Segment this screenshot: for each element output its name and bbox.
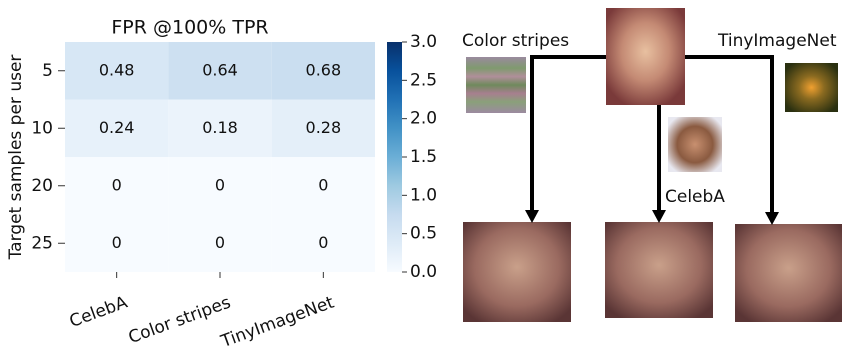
- chart-title: FPR @100% TPR: [111, 17, 268, 39]
- cell-label: 0.28: [306, 118, 342, 137]
- y-tick-label: 25: [31, 233, 53, 253]
- cell: [65, 99, 169, 157]
- cell-label: 0: [318, 175, 328, 194]
- cell-label: 0.68: [306, 60, 342, 79]
- cell-label: 0: [215, 175, 225, 194]
- cell-label: 0.48: [99, 60, 135, 79]
- colorbar-tick-label: 1.5: [410, 147, 437, 167]
- arrow: [685, 55, 774, 212]
- arrowheads: [525, 210, 779, 225]
- diagram-label: CelebA: [665, 187, 725, 207]
- cell: [65, 214, 169, 272]
- cell-label: 0.24: [99, 118, 135, 137]
- colorbar-tick-label: 0.0: [410, 262, 437, 282]
- colorbar-tick-label: 3.0: [410, 32, 437, 52]
- cell-label: 0: [318, 233, 328, 252]
- colorbar-tick-label: 0.5: [410, 224, 437, 244]
- colorbar-tick-label: 2.5: [410, 70, 437, 90]
- cell: [271, 99, 375, 157]
- image: [466, 57, 526, 113]
- image: [735, 224, 842, 322]
- cell: [271, 157, 375, 215]
- cell-label: 0: [215, 233, 225, 252]
- y-tick-label: 20: [31, 176, 53, 196]
- cell-label: 0: [112, 233, 122, 252]
- heatmap: [65, 42, 375, 272]
- image: [785, 63, 838, 112]
- cell: [65, 157, 169, 215]
- cell: [271, 42, 375, 100]
- y-tick-label: 5: [42, 61, 53, 81]
- diagram-label: Color stripes: [462, 31, 569, 51]
- arrow: [530, 55, 606, 210]
- arrowhead: [765, 212, 779, 225]
- x-tick-label: CelebA: [67, 292, 131, 331]
- y-tick-label: 10: [31, 118, 53, 138]
- image: [605, 222, 713, 318]
- arrowhead: [525, 210, 539, 223]
- diagram-label: TinyImageNet: [717, 31, 837, 51]
- cell-label: 0: [112, 175, 122, 194]
- cell: [168, 214, 272, 272]
- arrows: [530, 55, 774, 212]
- colorbar-tick-label: 1.0: [410, 185, 437, 205]
- colorbar-tick-label: 2.0: [410, 109, 437, 129]
- cell: [65, 42, 169, 100]
- cell-label: 0.64: [202, 60, 238, 79]
- cell: [168, 42, 272, 100]
- x-tick-label: TinyImageNet: [218, 292, 337, 352]
- cell: [168, 99, 272, 157]
- image: [606, 8, 685, 105]
- image: [463, 222, 571, 322]
- arrowhead: [652, 210, 666, 223]
- y-axis-label: Target samples per user: [6, 55, 26, 261]
- x-tick-label: Color stripes: [126, 293, 234, 348]
- diagram: Color stripes TinyImageNet CelebA: [462, 8, 842, 322]
- colorbar: [387, 42, 402, 272]
- cell: [271, 214, 375, 272]
- cell: [168, 157, 272, 215]
- cell-label: 0.18: [202, 118, 238, 137]
- image: [668, 117, 722, 172]
